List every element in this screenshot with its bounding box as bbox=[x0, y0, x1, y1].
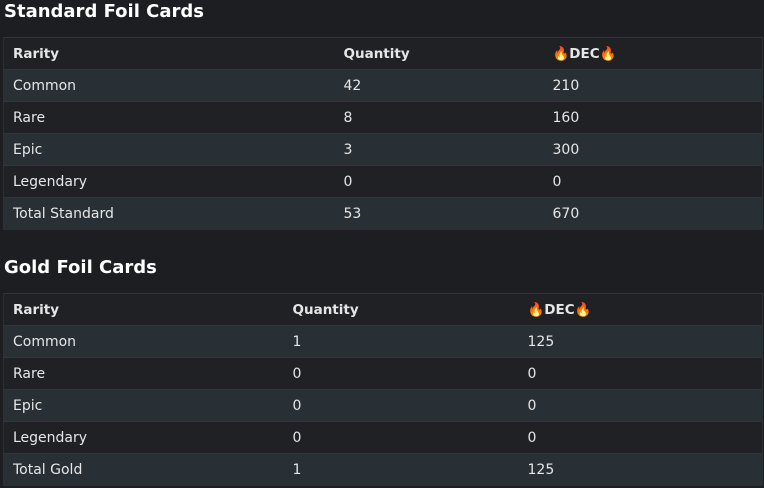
table-cell: Total Standard bbox=[3, 197, 335, 230]
table-cell: 0 bbox=[518, 421, 763, 454]
table-cell: Legendary bbox=[3, 165, 335, 198]
table-cell: 0 bbox=[283, 389, 519, 422]
column-header: 🔥DEC🔥 bbox=[518, 293, 763, 326]
table-cell: 160 bbox=[543, 101, 763, 134]
table-cell: 0 bbox=[283, 357, 519, 390]
section-title: Gold Foil Cards bbox=[4, 257, 157, 278]
table-cell: 0 bbox=[334, 165, 544, 198]
table-cell: 0 bbox=[543, 165, 763, 198]
table-cell: 42 bbox=[334, 69, 544, 102]
table-cell: Epic bbox=[3, 133, 335, 166]
table-row: Common 42 210 bbox=[3, 69, 763, 102]
table-cell: Common bbox=[3, 325, 284, 358]
table-cell: 125 bbox=[518, 453, 763, 486]
table-cell: 53 bbox=[334, 197, 544, 230]
header-row: Rarity Quantity 🔥DEC🔥 bbox=[3, 293, 763, 326]
column-header: Rarity bbox=[3, 293, 284, 326]
table-cell: Rare bbox=[3, 357, 284, 390]
table-row: Total Gold 1 125 bbox=[3, 453, 763, 486]
table-cell: Legendary bbox=[3, 421, 284, 454]
section: Gold Foil Cards Rarity Quantity 🔥DEC🔥 Common… bbox=[3, 256, 763, 486]
table-cell: Common bbox=[3, 69, 335, 102]
table-cell: Rare bbox=[3, 101, 335, 134]
table-cell: Epic bbox=[3, 389, 284, 422]
section: Standard Foil Cards Rarity Quantity 🔥DEC🔥 Co… bbox=[3, 0, 763, 230]
section-title: Standard Foil Cards bbox=[4, 1, 204, 22]
table-cell: 0 bbox=[518, 357, 763, 390]
table-cell: 210 bbox=[543, 69, 763, 102]
table-cell: 670 bbox=[543, 197, 763, 230]
column-header: Quantity bbox=[283, 293, 519, 326]
table-cell: 1 bbox=[283, 325, 519, 358]
table-cell: 3 bbox=[334, 133, 544, 166]
table-row: Total Standard 53 670 bbox=[3, 197, 763, 230]
table-row: Rare 0 0 bbox=[3, 357, 763, 390]
table-row: Legendary 0 0 bbox=[3, 165, 763, 198]
table-cell: 0 bbox=[283, 421, 519, 454]
header-row: Rarity Quantity 🔥DEC🔥 bbox=[3, 37, 763, 70]
table-row: Rare 8 160 bbox=[3, 101, 763, 134]
table-row: Common 1 125 bbox=[3, 325, 763, 358]
column-header: Rarity bbox=[3, 37, 335, 70]
table-cell: Total Gold bbox=[3, 453, 284, 486]
table-row: Epic 3 300 bbox=[3, 133, 763, 166]
table-cell: 0 bbox=[518, 389, 763, 422]
data-table: Rarity Quantity 🔥DEC🔥 Common 1 125 Rare 0 0 Epic 0… bbox=[3, 293, 763, 486]
table-row: Epic 0 0 bbox=[3, 389, 763, 422]
data-table: Rarity Quantity 🔥DEC🔥 Common 42 210 Rare 8 160 Ep… bbox=[3, 37, 763, 230]
column-header: Quantity bbox=[334, 37, 544, 70]
table-cell: 8 bbox=[334, 101, 544, 134]
column-header: 🔥DEC🔥 bbox=[543, 37, 763, 70]
table-row: Legendary 0 0 bbox=[3, 421, 763, 454]
table-cell: 1 bbox=[283, 453, 519, 486]
table-cell: 125 bbox=[518, 325, 763, 358]
table-cell: 300 bbox=[543, 133, 763, 166]
